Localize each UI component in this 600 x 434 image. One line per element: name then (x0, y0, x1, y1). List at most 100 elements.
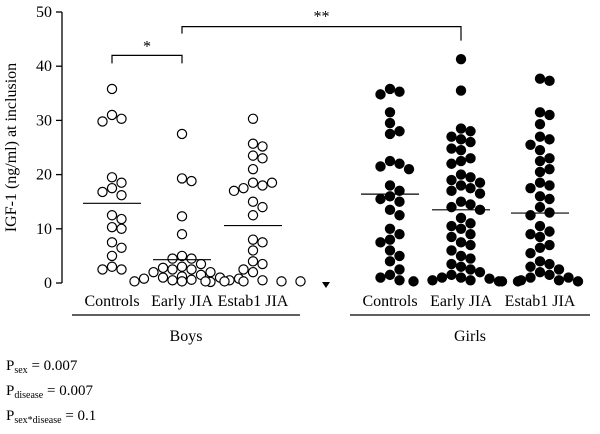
data-point (106, 182, 118, 194)
data-point (375, 161, 386, 172)
data-point (446, 220, 457, 232)
data-point (238, 264, 249, 275)
data-point (257, 153, 268, 164)
data-point (534, 118, 546, 130)
data-point (394, 185, 405, 197)
data-point (394, 264, 405, 275)
y-tick-label: 50 (36, 4, 52, 21)
data-point (446, 231, 457, 243)
data-point (276, 276, 287, 287)
data-point (176, 173, 188, 184)
data-point (266, 177, 278, 188)
data-point (375, 89, 386, 100)
data-point (563, 272, 574, 283)
data-point (257, 237, 268, 248)
data-point (534, 256, 546, 267)
data-point (525, 272, 536, 283)
group-label: Boys (170, 328, 203, 345)
data-point (394, 229, 405, 240)
bracket-star (111, 54, 183, 64)
data-point (436, 272, 448, 283)
data-point (106, 261, 118, 272)
data-point (116, 177, 127, 188)
data-point (148, 266, 159, 278)
data-point (375, 272, 386, 283)
data-point (394, 196, 405, 207)
y-tick-label: 30 (36, 112, 52, 129)
data-point (247, 266, 259, 278)
bracket-star-label: * (143, 38, 151, 55)
data-point (106, 83, 118, 95)
data-point (257, 258, 268, 270)
data-point (116, 113, 127, 124)
data-point (455, 155, 467, 167)
data-point (384, 204, 396, 216)
data-point (534, 220, 546, 232)
data-point (195, 258, 207, 270)
data-points (97, 53, 584, 288)
data-point (525, 229, 536, 240)
data-point (515, 275, 527, 286)
data-point (465, 172, 476, 183)
data-point (257, 201, 268, 213)
data-point (544, 75, 555, 87)
data-point (238, 276, 249, 287)
data-point (455, 196, 467, 207)
category-label: Estab1 JIA (505, 293, 576, 310)
data-point (116, 223, 127, 234)
data-point (484, 273, 495, 284)
data-point (116, 189, 127, 201)
data-point (247, 256, 259, 267)
mean-lines (83, 193, 569, 261)
data-point (446, 158, 457, 169)
data-point (525, 139, 536, 150)
data-point (116, 242, 127, 253)
data-point (384, 155, 396, 167)
p-sex-disease: Psex*disease = 0.1 (6, 408, 97, 426)
data-point (534, 155, 546, 167)
p-disease: Pdisease = 0.007 (6, 383, 93, 401)
data-point (247, 245, 259, 256)
data-point (97, 116, 108, 127)
data-point (157, 262, 169, 274)
data-point (186, 253, 197, 264)
data-point (534, 177, 546, 188)
data-point (394, 126, 405, 137)
data-point (176, 211, 188, 222)
data-point (384, 245, 396, 256)
data-point (247, 210, 259, 221)
data-point (465, 136, 476, 148)
data-point (572, 276, 584, 287)
data-point (544, 134, 555, 145)
data-point (446, 174, 457, 186)
p-sex: Psex = 0.007 (6, 358, 78, 376)
data-point (384, 223, 396, 234)
data-point (455, 85, 467, 96)
data-point (455, 180, 467, 191)
data-point (106, 172, 118, 183)
data-point (228, 185, 240, 197)
data-point (465, 275, 476, 286)
data-point (97, 264, 108, 275)
data-point (465, 239, 476, 251)
data-point (544, 239, 555, 251)
data-point (544, 109, 555, 121)
category-label: Early JIA (430, 293, 492, 310)
data-point (525, 182, 536, 194)
data-point (465, 182, 476, 194)
data-point (375, 237, 386, 248)
data-point (534, 73, 546, 84)
axes: 0 10 20 30 40 50 IGF-1 (ng/ml) at inclusion (3, 4, 590, 316)
data-point (534, 242, 546, 253)
stats-block: Psex = 0.007 Pdisease = 0.007 Psex*disea… (6, 356, 96, 431)
data-point (384, 107, 396, 118)
data-point (446, 245, 457, 256)
data-point (465, 218, 476, 229)
data-point (247, 177, 259, 188)
data-point (465, 153, 476, 164)
category-labels: Boys Girls Controls Early JIA Estab1 JIA Cont… (84, 293, 575, 345)
y-tick-label: 20 (36, 167, 52, 184)
data-point (384, 234, 396, 245)
data-point (534, 145, 546, 156)
data-point (384, 83, 396, 95)
